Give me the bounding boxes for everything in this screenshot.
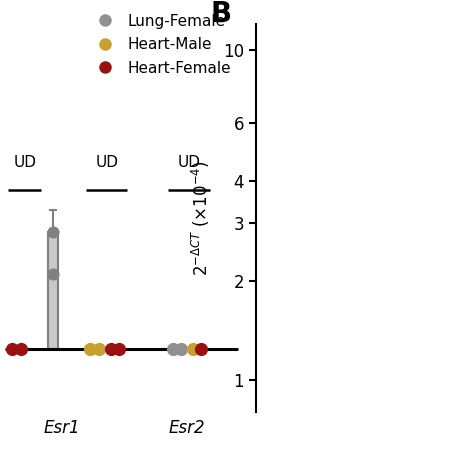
- Text: Esr2: Esr2: [168, 419, 205, 437]
- Point: [87, 346, 94, 353]
- Point: [177, 346, 184, 353]
- Point: [95, 346, 102, 353]
- Point: [9, 346, 16, 353]
- Point: [49, 271, 57, 278]
- Y-axis label: 2$^{-\Delta CT}$ ($\times$10$^{-4}$): 2$^{-\Delta CT}$ ($\times$10$^{-4}$): [190, 160, 212, 276]
- Text: Esr1: Esr1: [43, 419, 80, 437]
- Point: [198, 346, 205, 353]
- Text: UD: UD: [177, 155, 201, 170]
- Point: [189, 346, 197, 353]
- Point: [49, 228, 57, 236]
- Point: [115, 346, 123, 353]
- FancyBboxPatch shape: [48, 232, 58, 349]
- Point: [107, 346, 115, 353]
- Text: UD: UD: [13, 155, 36, 170]
- Point: [169, 346, 176, 353]
- Legend: Lung-Female, Heart-Male, Heart-Female: Lung-Female, Heart-Male, Heart-Female: [83, 8, 237, 82]
- Text: UD: UD: [95, 155, 118, 170]
- Point: [17, 346, 24, 353]
- Text: B: B: [210, 0, 231, 28]
